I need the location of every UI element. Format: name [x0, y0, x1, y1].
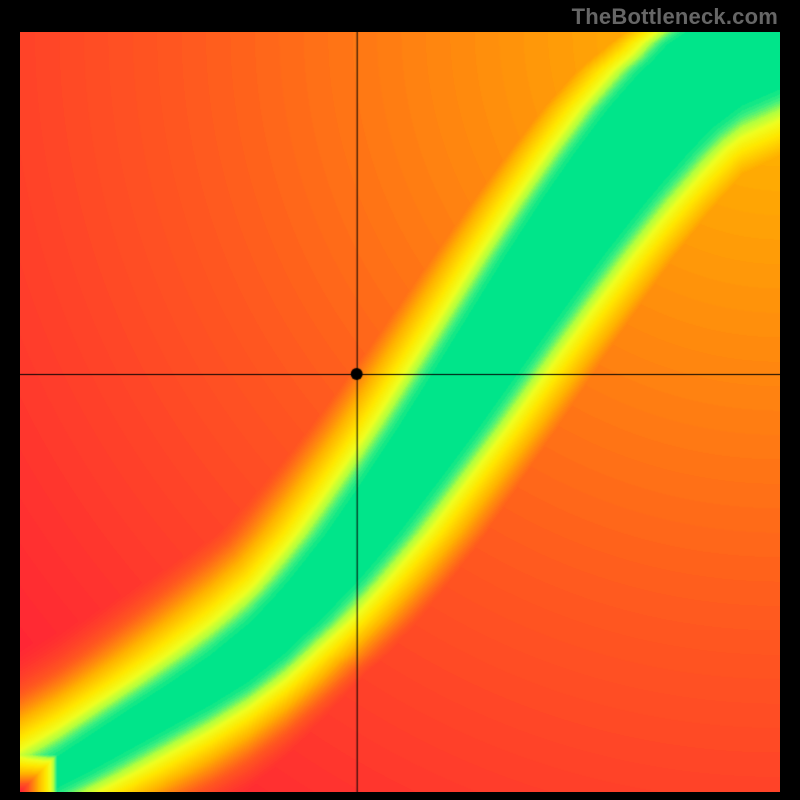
- heatmap-canvas: [20, 32, 780, 792]
- heatmap-plot: [20, 32, 780, 792]
- chart-container: TheBottleneck.com: [0, 0, 800, 800]
- watermark-text: TheBottleneck.com: [572, 4, 778, 30]
